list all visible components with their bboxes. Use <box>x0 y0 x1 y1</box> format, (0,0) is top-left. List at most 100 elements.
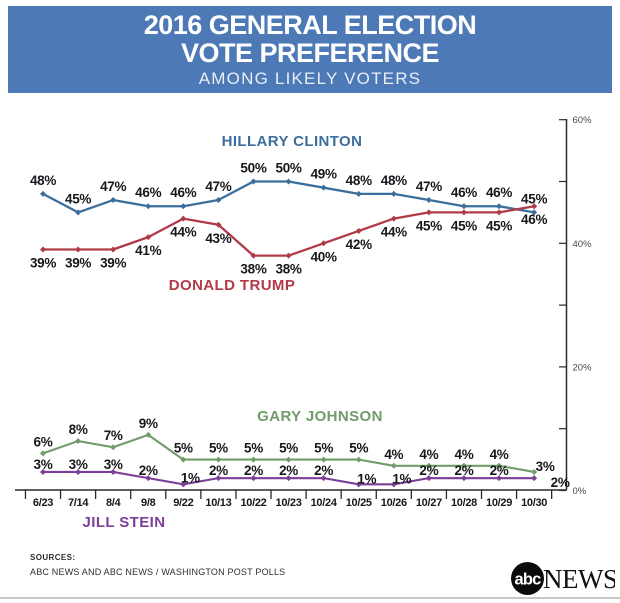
data-point-marker <box>110 246 117 253</box>
x-axis-label: 8/4 <box>106 497 122 509</box>
data-point-marker <box>460 462 467 469</box>
data-point-marker <box>250 252 257 259</box>
value-label: 45% <box>486 218 512 233</box>
series-label-hillary-clinton: HILLARY CLINTON <box>222 133 363 150</box>
data-point-marker <box>75 246 82 253</box>
value-label: 46% <box>521 212 547 227</box>
data-point-marker <box>110 197 117 204</box>
value-label: 2% <box>209 463 228 478</box>
value-label: 1% <box>181 470 200 485</box>
data-point-marker <box>390 190 397 197</box>
subtitle: AMONG LIKELY VOTERS <box>198 68 422 88</box>
data-point-marker <box>320 240 327 247</box>
value-label: 4% <box>384 447 403 462</box>
data-point-marker <box>425 209 432 216</box>
data-point-marker <box>145 431 152 438</box>
value-label: 46% <box>486 185 512 200</box>
value-label: 42% <box>346 237 372 252</box>
value-label: 5% <box>279 441 298 456</box>
value-label: 44% <box>381 225 407 240</box>
x-axis-label: 10/29 <box>486 497 512 509</box>
x-axis-label: 10/27 <box>416 497 442 509</box>
data-point-marker <box>531 203 538 210</box>
series-label-jill-stein: JILL STEIN <box>83 514 166 531</box>
data-point-marker <box>355 227 362 234</box>
value-label: 2% <box>551 475 570 490</box>
data-point-marker <box>215 475 222 482</box>
data-point-marker <box>531 468 538 475</box>
data-point-marker <box>460 209 467 216</box>
data-point-marker <box>110 468 117 475</box>
value-label: 5% <box>174 441 193 456</box>
value-label: 2% <box>314 463 333 478</box>
series-label-gary-johnson: GARY JOHNSON <box>257 408 383 425</box>
value-label: 6% <box>34 434 53 449</box>
data-point-marker <box>355 190 362 197</box>
abc-logo-circle <box>511 562 544 595</box>
value-label: 5% <box>349 441 368 456</box>
value-label: 3% <box>104 457 123 472</box>
data-point-marker <box>215 456 222 463</box>
value-label: 2% <box>454 463 473 478</box>
data-point-marker <box>40 246 46 253</box>
abc-logo-text: abc <box>514 571 541 589</box>
value-label: 3% <box>34 457 53 472</box>
x-axis-label: 9/22 <box>173 497 193 509</box>
x-axis-label: 10/25 <box>346 497 372 509</box>
value-label: 45% <box>416 218 442 233</box>
value-label: 8% <box>69 422 88 437</box>
data-point-marker <box>425 462 432 469</box>
value-label: 48% <box>30 173 56 188</box>
y-axis-label: 0% <box>573 486 587 497</box>
data-point-marker <box>145 234 152 241</box>
value-label: 39% <box>100 255 126 270</box>
value-label: 39% <box>30 255 56 270</box>
value-label: 5% <box>244 441 263 456</box>
title-line-1: 2016 GENERAL ELECTION <box>143 9 477 40</box>
value-label: 46% <box>135 185 161 200</box>
x-axis-label: 10/26 <box>381 497 407 509</box>
y-axis-label: 20% <box>573 362 593 373</box>
value-label: 45% <box>451 218 477 233</box>
data-point-marker <box>496 209 503 216</box>
data-point-marker <box>531 209 538 216</box>
x-axis-label: 10/30 <box>521 497 547 509</box>
value-label: 47% <box>205 179 231 194</box>
x-axis-label: 10/13 <box>205 497 231 509</box>
data-point-marker <box>460 475 467 482</box>
data-point-marker <box>180 203 187 210</box>
value-label: 1% <box>392 471 411 486</box>
data-point-marker <box>145 475 152 482</box>
data-point-marker <box>180 456 187 463</box>
value-label: 38% <box>275 262 301 277</box>
value-label: 2% <box>244 463 263 478</box>
value-label: 50% <box>275 161 301 176</box>
data-point-marker <box>355 481 362 488</box>
header-banner: 2016 GENERAL ELECTION VOTE PREFERENCE AM… <box>8 6 612 93</box>
data-point-marker <box>75 438 82 445</box>
data-point-marker <box>320 475 327 482</box>
value-label: 9% <box>139 416 158 431</box>
data-point-marker <box>460 203 467 210</box>
value-label: 46% <box>451 185 477 200</box>
data-point-marker <box>425 197 432 204</box>
abc-news-logo: abc NEWS <box>511 562 615 595</box>
data-point-marker <box>531 475 538 482</box>
value-label: 2% <box>139 463 158 478</box>
data-point-marker <box>285 252 292 259</box>
data-point-marker <box>285 456 292 463</box>
x-axis-label: 9/8 <box>141 497 156 509</box>
value-label: 48% <box>381 173 407 188</box>
series-label-donald-trump: DONALD TRUMP <box>169 277 295 294</box>
data-point-marker <box>250 178 257 185</box>
sources-label: SOURCES: <box>30 553 76 562</box>
value-label: 1% <box>357 471 376 486</box>
data-point-marker <box>496 475 503 482</box>
y-axis-label: 40% <box>573 239 593 250</box>
data-point-marker <box>40 468 46 475</box>
data-point-marker <box>285 178 292 185</box>
value-label: 45% <box>521 191 547 206</box>
value-label: 47% <box>416 179 442 194</box>
data-point-marker <box>390 215 397 222</box>
value-label: 5% <box>314 441 333 456</box>
